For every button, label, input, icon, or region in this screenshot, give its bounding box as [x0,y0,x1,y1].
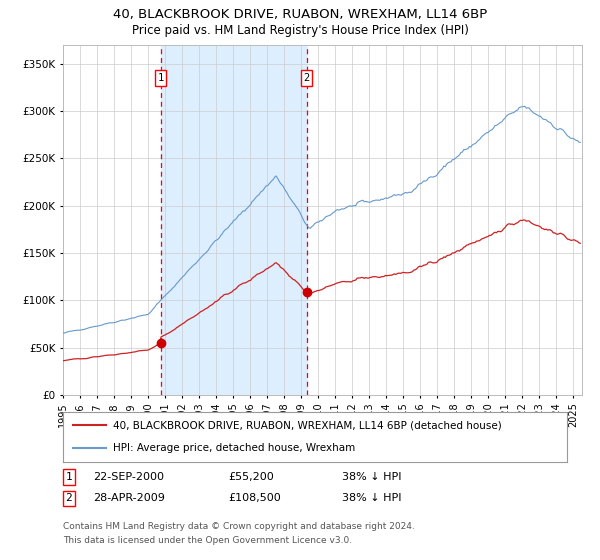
Text: 1: 1 [65,472,73,482]
Text: HPI: Average price, detached house, Wrexham: HPI: Average price, detached house, Wrex… [113,444,356,454]
Text: 1: 1 [157,73,164,83]
Bar [161,45,307,395]
Text: £55,200: £55,200 [228,472,274,482]
Text: 2: 2 [65,493,73,503]
Text: Contains HM Land Registry data © Crown copyright and database right 2024.: Contains HM Land Registry data © Crown c… [63,522,415,531]
Text: 40, BLACKBROOK DRIVE, RUABON, WREXHAM, LL14 6BP (detached house): 40, BLACKBROOK DRIVE, RUABON, WREXHAM, L… [113,421,502,431]
Text: 2: 2 [304,73,310,83]
Text: 38% ↓ HPI: 38% ↓ HPI [342,493,401,503]
Text: 28-APR-2009: 28-APR-2009 [93,493,165,503]
Text: 38% ↓ HPI: 38% ↓ HPI [342,472,401,482]
Text: This data is licensed under the Open Government Licence v3.0.: This data is licensed under the Open Gov… [63,536,352,545]
Text: 22-SEP-2000: 22-SEP-2000 [93,472,164,482]
Text: £108,500: £108,500 [228,493,281,503]
Text: 40, BLACKBROOK DRIVE, RUABON, WREXHAM, LL14 6BP: 40, BLACKBROOK DRIVE, RUABON, WREXHAM, L… [113,8,487,21]
Text: Price paid vs. HM Land Registry's House Price Index (HPI): Price paid vs. HM Land Registry's House … [131,24,469,36]
